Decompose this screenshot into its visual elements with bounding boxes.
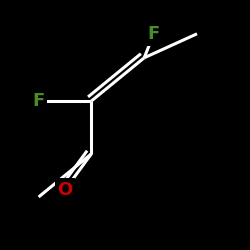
- Text: F: F: [32, 92, 45, 110]
- Text: F: F: [148, 25, 160, 43]
- Text: O: O: [58, 181, 72, 199]
